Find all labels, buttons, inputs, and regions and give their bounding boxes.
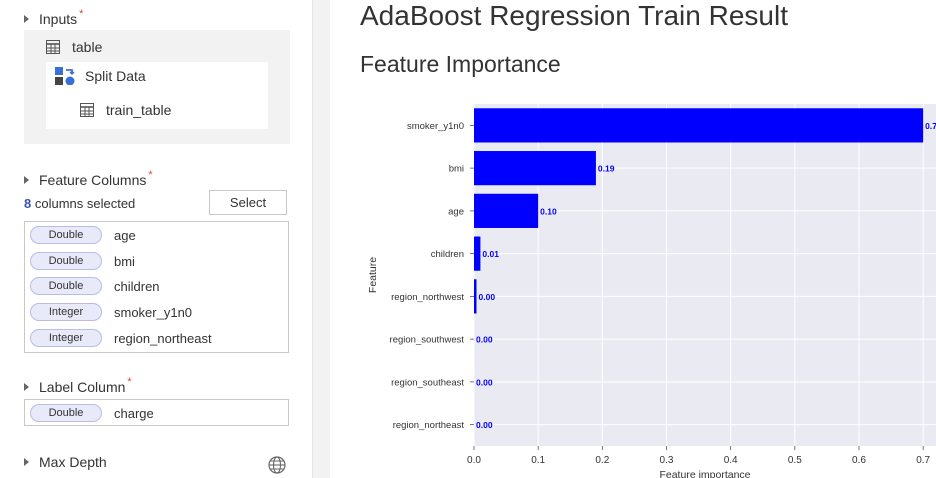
input-table-item[interactable]: table xyxy=(46,39,102,55)
select-columns-button[interactable]: Select xyxy=(209,190,287,215)
bar xyxy=(474,279,477,314)
data-label: 0.10 xyxy=(540,206,557,216)
category-label: age xyxy=(448,206,464,217)
column-type-badge: Double xyxy=(30,404,102,422)
feature-columns-label: Feature Columns xyxy=(39,172,147,188)
x-tick-label: 0.4 xyxy=(724,455,738,466)
column-name: children xyxy=(114,278,160,294)
label-column-label: Label Column xyxy=(39,379,126,395)
columns-count-suffix: columns selected xyxy=(31,196,136,211)
column-name: smoker_y1n0 xyxy=(114,304,193,320)
data-label: 0.01 xyxy=(482,249,499,259)
column-type-badge: Integer xyxy=(30,329,102,347)
y-axis-label: Feature xyxy=(367,257,379,293)
result-panel: AdaBoost Regression Train Result Feature… xyxy=(330,0,936,478)
required-marker: * xyxy=(79,8,84,20)
feature-columns-list: Double age Double bmi Double children In… xyxy=(24,221,289,353)
category-label: children xyxy=(431,249,464,260)
x-tick-label: 0.5 xyxy=(788,455,802,466)
column-row: Double charge xyxy=(30,403,154,423)
parameter-panel: Inputs * table xyxy=(0,0,313,478)
caret-right-icon xyxy=(24,176,29,184)
x-tick-label: 0.1 xyxy=(531,455,545,466)
column-type-badge: Double xyxy=(30,226,102,244)
split-data-item[interactable]: Split Data xyxy=(55,67,146,85)
train-table-item[interactable]: train_table xyxy=(80,102,171,118)
category-label: region_southeast xyxy=(391,377,464,388)
column-row: Integer smoker_y1n0 xyxy=(30,302,192,322)
train-table-label: train_table xyxy=(106,102,172,118)
required-marker: * xyxy=(148,169,153,181)
x-tick-label: 0.6 xyxy=(852,455,866,466)
caret-right-icon xyxy=(24,15,29,23)
column-row: Double children xyxy=(30,276,160,296)
column-row: Double bmi xyxy=(30,251,135,271)
label-column-section-header[interactable]: Label Column * xyxy=(24,376,132,395)
column-name: charge xyxy=(114,405,154,421)
inputs-section-header[interactable]: Inputs * xyxy=(24,8,84,27)
label-column-field[interactable]: Double charge xyxy=(24,399,289,426)
required-marker: * xyxy=(127,376,132,388)
feature-columns-section-header[interactable]: Feature Columns * xyxy=(24,169,153,188)
x-tick-label: 0.7 xyxy=(916,455,930,466)
split-data-label: Split Data xyxy=(85,68,146,84)
x-tick-label: 0.2 xyxy=(595,455,609,466)
bar xyxy=(474,193,539,228)
page-title: AdaBoost Regression Train Result xyxy=(360,0,788,31)
columns-count-number: 8 xyxy=(24,196,32,211)
globe-icon[interactable] xyxy=(268,456,286,474)
inputs-label: Inputs xyxy=(39,11,78,27)
columns-selected-count: 8 columns selected xyxy=(24,196,135,211)
bar xyxy=(474,236,481,271)
inputs-tree: table Split Data xyxy=(24,30,290,144)
section-subtitle: Feature Importance xyxy=(360,51,561,77)
input-table-label: table xyxy=(72,39,103,55)
bar xyxy=(474,108,924,143)
split-data-node: Split Data train_table xyxy=(46,62,268,129)
column-name: region_northeast xyxy=(114,330,212,346)
x-axis-label: Feature importance xyxy=(659,469,750,478)
category-label: bmi xyxy=(449,164,464,175)
max-depth-label: Max Depth xyxy=(39,454,107,470)
table-icon xyxy=(46,40,60,54)
data-label: 0.70 xyxy=(925,121,936,131)
data-label: 0.00 xyxy=(476,377,493,387)
feature-importance-chart: 0.0 0.1 0.2 0.3 0.4 0.5 0.6 0.7 smoker_y1n0 0.70 b… xyxy=(367,104,936,478)
column-type-badge: Double xyxy=(30,277,102,295)
column-name: bmi xyxy=(114,253,135,269)
bar xyxy=(474,151,596,186)
category-label: region_northwest xyxy=(391,292,464,303)
data-label: 0.00 xyxy=(476,335,493,345)
column-row: Integer region_northeast xyxy=(30,328,212,348)
x-tick-label: 0.3 xyxy=(660,455,674,466)
x-tick-label: 0.0 xyxy=(467,455,481,466)
data-label: 0.00 xyxy=(479,292,496,302)
column-type-badge: Double xyxy=(30,252,102,270)
category-label: region_southwest xyxy=(390,335,465,346)
max-depth-section-header[interactable]: Max Depth xyxy=(24,454,107,470)
split-data-icon xyxy=(55,67,75,85)
column-name: age xyxy=(114,227,136,243)
table-icon xyxy=(80,103,94,117)
caret-right-icon xyxy=(24,458,29,466)
data-label: 0.19 xyxy=(598,164,615,174)
column-row: Double age xyxy=(30,225,136,245)
data-label: 0.00 xyxy=(476,420,493,430)
category-label: smoker_y1n0 xyxy=(407,121,464,132)
column-type-badge: Integer xyxy=(30,303,102,321)
caret-right-icon xyxy=(24,383,29,391)
category-label: region_northeast xyxy=(393,420,465,431)
